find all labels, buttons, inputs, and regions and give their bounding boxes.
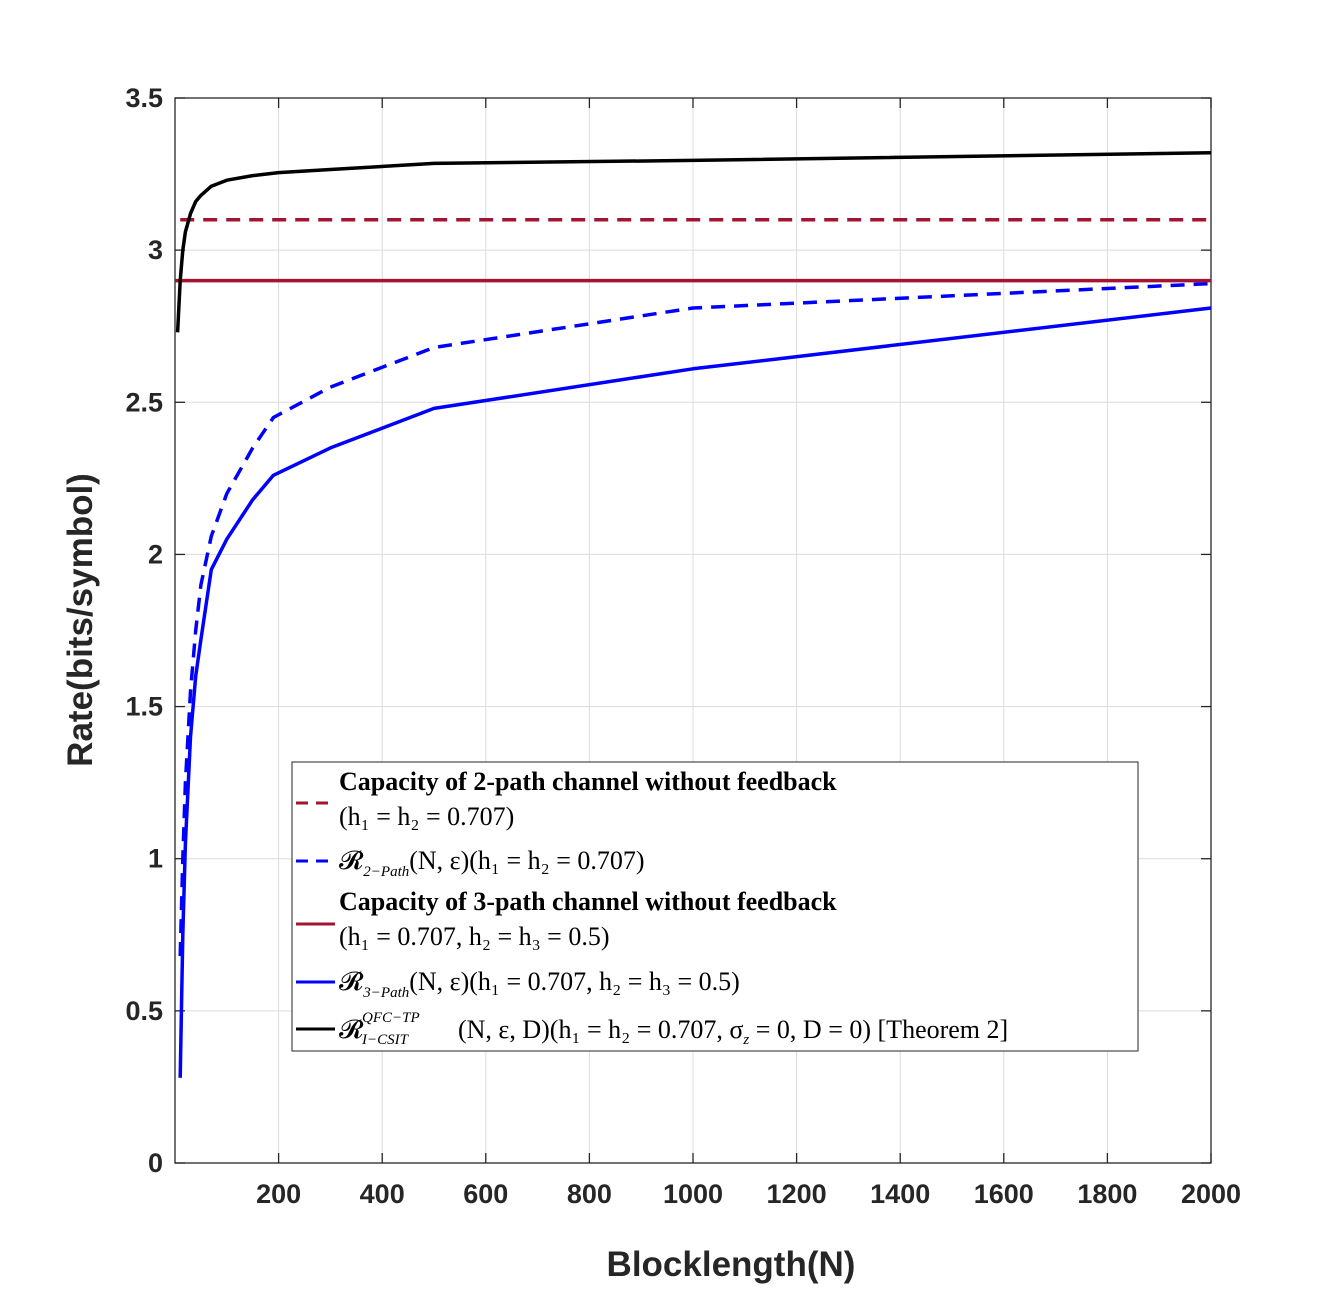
y-axis-label: Rate(bits/symbol) bbox=[61, 473, 100, 767]
legend-label-cap2-line2: (h₁ = h₂ = 0.707) bbox=[339, 802, 514, 831]
legend-label-cap2-line1: Capacity of 2-path channel without feedb… bbox=[339, 767, 837, 796]
legend-entry-cap3: Capacity of 3-path channel without feedb… bbox=[296, 887, 837, 951]
legend-entry-qfc: 𝓡 QFC−TP I−CSIT (N, ε, D)(h₁ = h₂ = 0.70… bbox=[296, 1010, 1008, 1048]
ticks: 200 400 600 800 1000 1200 1400 1600 1800 2000 0 0.5… bbox=[125, 83, 1241, 1209]
x-tick-label: 400 bbox=[360, 1179, 405, 1209]
legend-entry-r2: 𝓡2−Path(N, ε)(h₁ = h₂ = 0.707) bbox=[296, 846, 645, 880]
series-line-r2 bbox=[178, 281, 1212, 957]
y-tick-label: 1.5 bbox=[125, 692, 163, 722]
legend-label-r3: 𝓡3−Path(N, ε)(h₁ = 0.707, h₂ = h₃ = 0.5) bbox=[339, 967, 740, 1001]
series-layer bbox=[175, 151, 1212, 1078]
legend-label-qfc-base: 𝓡 bbox=[339, 1015, 364, 1044]
x-tick-label: 1200 bbox=[767, 1179, 827, 1209]
series-line-r3 bbox=[178, 306, 1212, 1078]
legend-label-cap3-line1: Capacity of 3-path channel without feedb… bbox=[339, 887, 837, 916]
legend-entry-r3: 𝓡3−Path(N, ε)(h₁ = 0.707, h₂ = h₃ = 0.5) bbox=[296, 967, 740, 1001]
y-tick-label: 0 bbox=[148, 1148, 163, 1178]
y-tick-label: 1 bbox=[148, 844, 163, 874]
y-tick-label: 3 bbox=[148, 235, 163, 265]
legend-label-qfc-rest: (N, ε, D)(h₁ = h₂ = 0.707, σz = 0, D = 0… bbox=[458, 1015, 1008, 1048]
x-tick-label: 1800 bbox=[1077, 1179, 1137, 1209]
x-tick-label: 2000 bbox=[1181, 1179, 1241, 1209]
y-tick-label: 2.5 bbox=[125, 387, 163, 417]
x-tick-label: 1000 bbox=[663, 1179, 723, 1209]
series-line-qfc bbox=[175, 151, 1212, 333]
legend-label-r2: 𝓡2−Path(N, ε)(h₁ = h₂ = 0.707) bbox=[339, 846, 645, 880]
y-tick-label: 0.5 bbox=[125, 996, 163, 1026]
legend: Capacity of 2-path channel without feedb… bbox=[291, 761, 1139, 1052]
y-tick-label: 3.5 bbox=[125, 83, 163, 113]
x-tick-label: 200 bbox=[256, 1179, 301, 1209]
legend-label-cap3-line2: (h₁ = 0.707, h₂ = h₃ = 0.5) bbox=[339, 922, 610, 951]
legend-entry-cap2: Capacity of 2-path channel without feedb… bbox=[296, 767, 837, 831]
legend-label-qfc-sub: I−CSIT bbox=[361, 1032, 410, 1048]
x-tick-label: 800 bbox=[567, 1179, 612, 1209]
x-tick-label: 600 bbox=[463, 1179, 508, 1209]
legend-label-qfc-sup: QFC−TP bbox=[362, 1010, 420, 1026]
x-axis-label: Blocklength(N) bbox=[607, 1245, 856, 1284]
legend-box bbox=[291, 761, 1139, 1052]
x-tick-label: 1400 bbox=[870, 1179, 930, 1209]
y-tick-label: 2 bbox=[148, 539, 163, 569]
x-tick-label: 1600 bbox=[974, 1179, 1034, 1209]
